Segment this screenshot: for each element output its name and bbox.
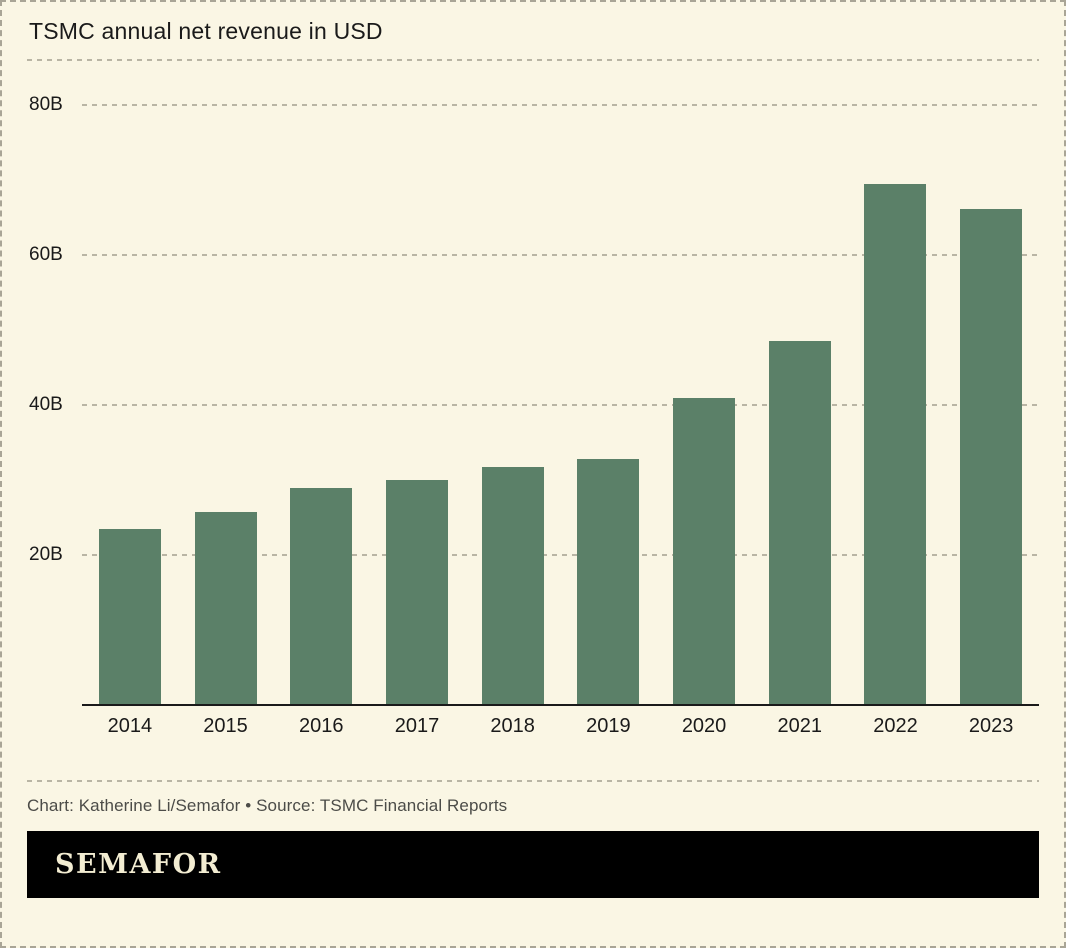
- bar-2018: [481, 466, 544, 705]
- bar-2020: [673, 397, 736, 705]
- bar-2023: [960, 208, 1023, 705]
- x-axis-tick-label: 2014: [107, 715, 153, 737]
- bottom-divider: [27, 780, 1039, 782]
- bar-2019: [577, 459, 640, 705]
- bar-cell: [178, 105, 274, 705]
- chart-plot: 80B 60B 40B 20B: [27, 94, 1039, 706]
- x-axis-tick-label: 2021: [777, 715, 823, 737]
- top-divider: [27, 59, 1039, 61]
- bar-cell: [273, 105, 369, 705]
- bar-2014: [98, 528, 161, 705]
- bars-container: [82, 105, 1039, 705]
- bar-cell: [465, 105, 561, 705]
- x-axis-baseline: [82, 704, 1039, 706]
- y-axis-tick-label: 40B: [29, 394, 63, 415]
- x-axis-tick-label: 2020: [681, 715, 727, 737]
- logo-bar: SEMAFOR: [27, 831, 1039, 898]
- x-axis-tick-label: 2019: [586, 715, 631, 737]
- chart-credit: Chart: Katherine Li/Semafor • Source: TS…: [27, 796, 508, 815]
- x-axis-tick-label: 2022: [873, 715, 918, 737]
- y-axis-tick-label: 80B: [29, 94, 63, 115]
- bar-cell: [943, 105, 1039, 705]
- gridline: [82, 254, 1039, 256]
- bar-2016: [290, 487, 353, 705]
- chart-title: TSMC annual net revenue in USD: [29, 18, 383, 44]
- x-axis-tick-label: 2015: [203, 715, 248, 737]
- y-axis-tick-label: 20B: [29, 544, 63, 565]
- gridline: [82, 554, 1039, 556]
- gridline: [82, 404, 1039, 406]
- x-axis-tick-label: 2016: [299, 715, 344, 737]
- x-axis-tick-label: 2017: [394, 715, 440, 737]
- bar-cell: [656, 105, 752, 705]
- bar-cell: [369, 105, 465, 705]
- x-axis-labels: 2014 2015 2016 2017 2018 2019 2020 2021 2022 2023: [82, 715, 1039, 738]
- bar-2021: [768, 341, 831, 705]
- bar-cell: [561, 105, 657, 705]
- bar-cell: [752, 105, 848, 705]
- gridline: [82, 104, 1039, 106]
- bar-2017: [385, 480, 448, 705]
- bar-cell: [848, 105, 944, 705]
- semafor-logo: SEMAFOR: [55, 849, 222, 880]
- bar-2015: [194, 511, 257, 705]
- x-axis-tick-label: 2018: [490, 715, 535, 737]
- y-axis-tick-label: 60B: [29, 244, 63, 265]
- bar-cell: [82, 105, 178, 705]
- bar-2022: [864, 183, 927, 705]
- x-axis-tick-label: 2023: [968, 715, 1014, 737]
